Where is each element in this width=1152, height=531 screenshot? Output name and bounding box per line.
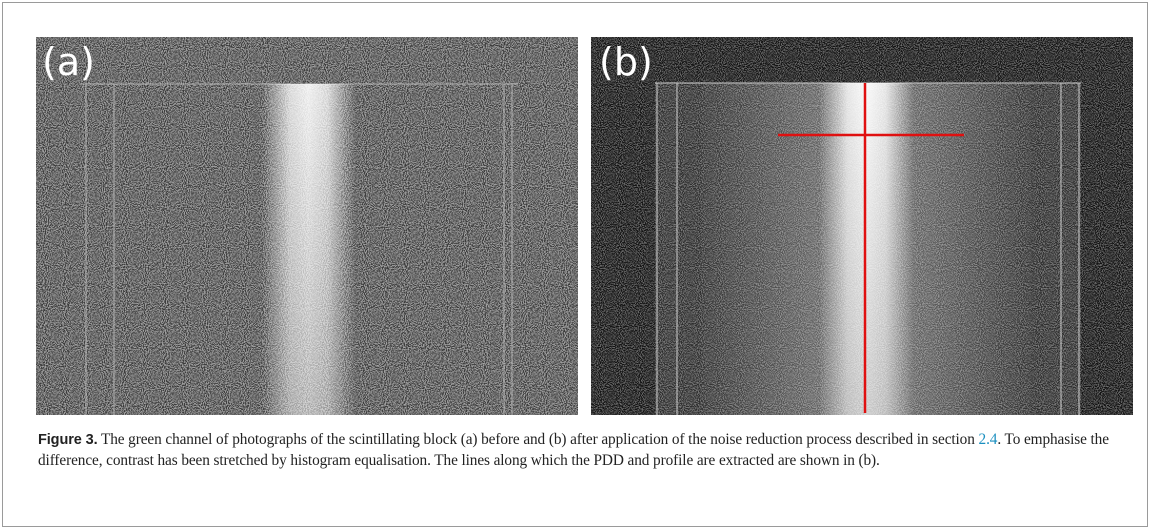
photo-after: (b) bbox=[591, 37, 1133, 415]
panel-label: (b) bbox=[599, 40, 653, 84]
caption-text: . To emphasise the difference, contrast … bbox=[38, 431, 1109, 469]
caption-label: Figure 3. bbox=[38, 432, 98, 448]
photo-before: (a) bbox=[36, 37, 578, 415]
beam bbox=[819, 83, 914, 415]
caption-text: The green channel of photographs of the … bbox=[97, 431, 979, 448]
panel-label: (a) bbox=[42, 40, 95, 84]
beam bbox=[261, 84, 356, 415]
section-link[interactable]: 2.4 bbox=[978, 431, 998, 448]
caption: Figure 3. The green channel of photograp… bbox=[38, 430, 1123, 470]
